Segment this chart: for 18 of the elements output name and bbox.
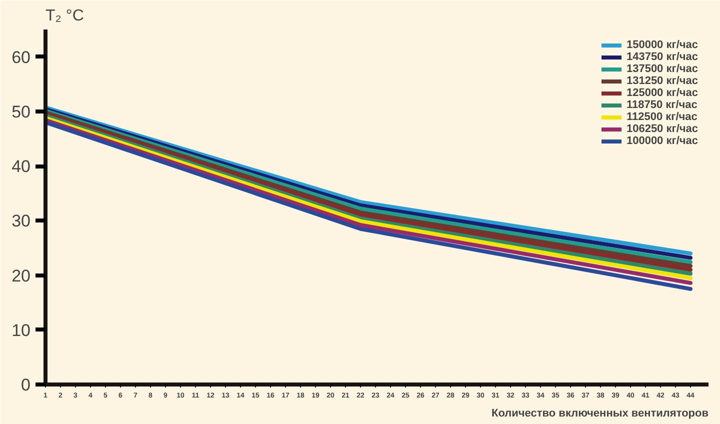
legend-label: 137500 кг/час <box>626 63 698 75</box>
legend-label: 150000 кг/час <box>626 39 698 51</box>
y-tick-label: 10 <box>12 320 31 340</box>
legend-label: 131250 кг/час <box>626 75 698 87</box>
y-tick-label: 20 <box>12 266 31 286</box>
y-tick-label: 30 <box>12 212 31 231</box>
y-tick-label: 0 <box>21 376 31 394</box>
x-axis-title: Количество включенных вентиляторов <box>492 408 709 420</box>
y-tick-label: 40 <box>12 157 31 176</box>
y-tick-label: 60 <box>12 48 31 67</box>
y-tick-label: 50 <box>12 102 31 122</box>
legend-label: 100000 кг/час <box>626 135 698 147</box>
legend-label: 125000 кг/час <box>626 87 698 99</box>
legend-label: 106250 кг/час <box>626 123 698 135</box>
legend-label: 118750 кг/час <box>626 99 698 111</box>
legend-label: 143750 кг/час <box>626 51 698 63</box>
legend-label: 112500 кг/час <box>626 111 698 123</box>
y-axis-title: T₂ °C <box>46 8 84 24</box>
